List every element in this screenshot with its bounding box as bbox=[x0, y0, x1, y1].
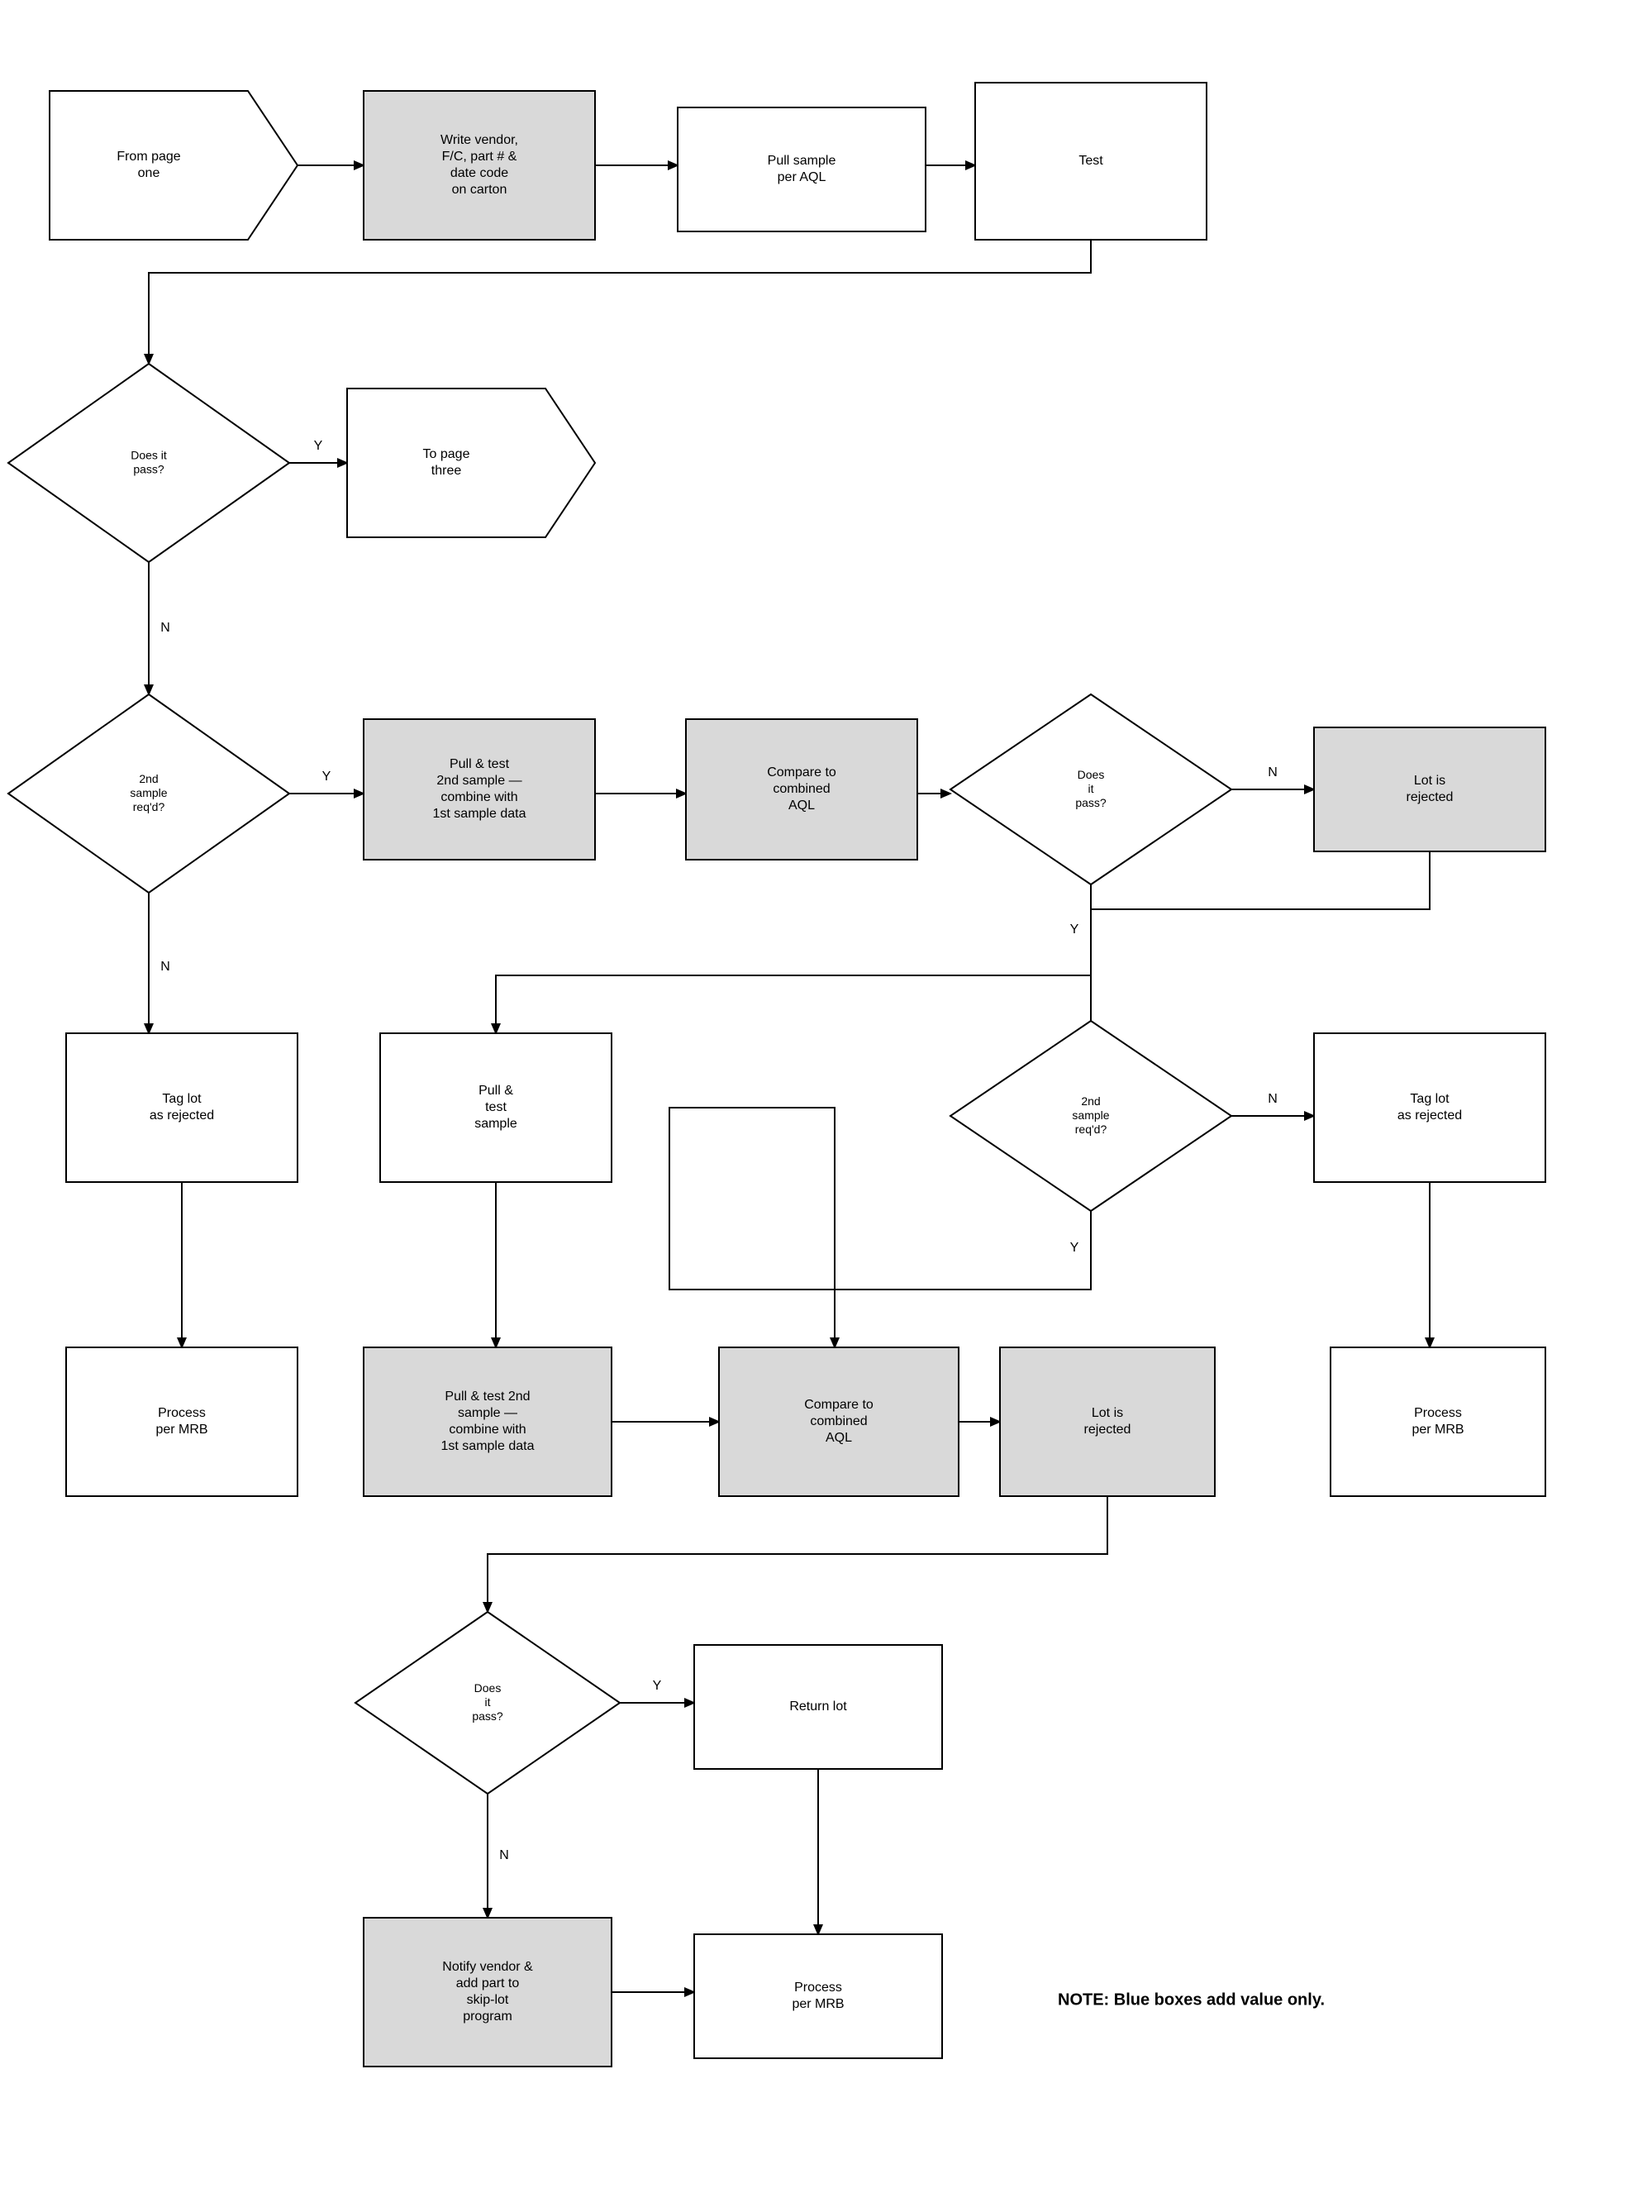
flow-edge-label-6: Y bbox=[322, 770, 331, 784]
flow-edge-label-10: N bbox=[160, 960, 170, 974]
flow-offpage-n5 bbox=[347, 389, 595, 537]
flow-edge-20 bbox=[488, 1496, 1107, 1612]
flow-node-n2 bbox=[364, 91, 595, 240]
flow-node-label-d1: Does itpass? bbox=[131, 448, 167, 475]
flow-node-label-n4: Test bbox=[1078, 154, 1103, 168]
flow-offpage-n1 bbox=[50, 91, 298, 240]
flow-node-n19 bbox=[694, 1934, 942, 2058]
flow-node-n16 bbox=[1331, 1347, 1545, 1496]
flow-edge-3 bbox=[149, 240, 1091, 364]
flow-edge-label-12: Y bbox=[1070, 922, 1079, 937]
flow-edge-label-16: Y bbox=[1070, 1241, 1079, 1255]
flow-edge-13 bbox=[1091, 851, 1430, 1021]
flow-edge-label-5: N bbox=[160, 621, 170, 635]
flow-edge-label-22: N bbox=[499, 1848, 509, 1862]
flow-node-label-n17: Return lot bbox=[789, 1700, 847, 1714]
flow-edge-12 bbox=[496, 884, 1091, 1033]
flow-node-n12 bbox=[66, 1347, 298, 1496]
flow-node-n18 bbox=[364, 1918, 612, 2067]
flow-node-n9 bbox=[66, 1033, 298, 1182]
flow-node-n15 bbox=[1000, 1347, 1215, 1496]
flowchart-canvas: From pageoneWrite vendor,F/C, part # &da… bbox=[0, 0, 1652, 2212]
flow-node-n13 bbox=[364, 1347, 612, 1496]
flow-node-n11 bbox=[1314, 1033, 1545, 1182]
flow-node-n8 bbox=[1314, 727, 1545, 851]
flow-node-n3 bbox=[678, 107, 926, 231]
flow-edge-label-4: Y bbox=[314, 439, 323, 453]
flow-edge-label-9: N bbox=[1268, 765, 1278, 779]
flow-node-n6 bbox=[364, 719, 595, 860]
flow-edge-label-14: N bbox=[1268, 1092, 1278, 1106]
flow-edge-label-21: Y bbox=[653, 1679, 662, 1693]
flowchart-note: NOTE: Blue boxes add value only. bbox=[1058, 1990, 1325, 2009]
